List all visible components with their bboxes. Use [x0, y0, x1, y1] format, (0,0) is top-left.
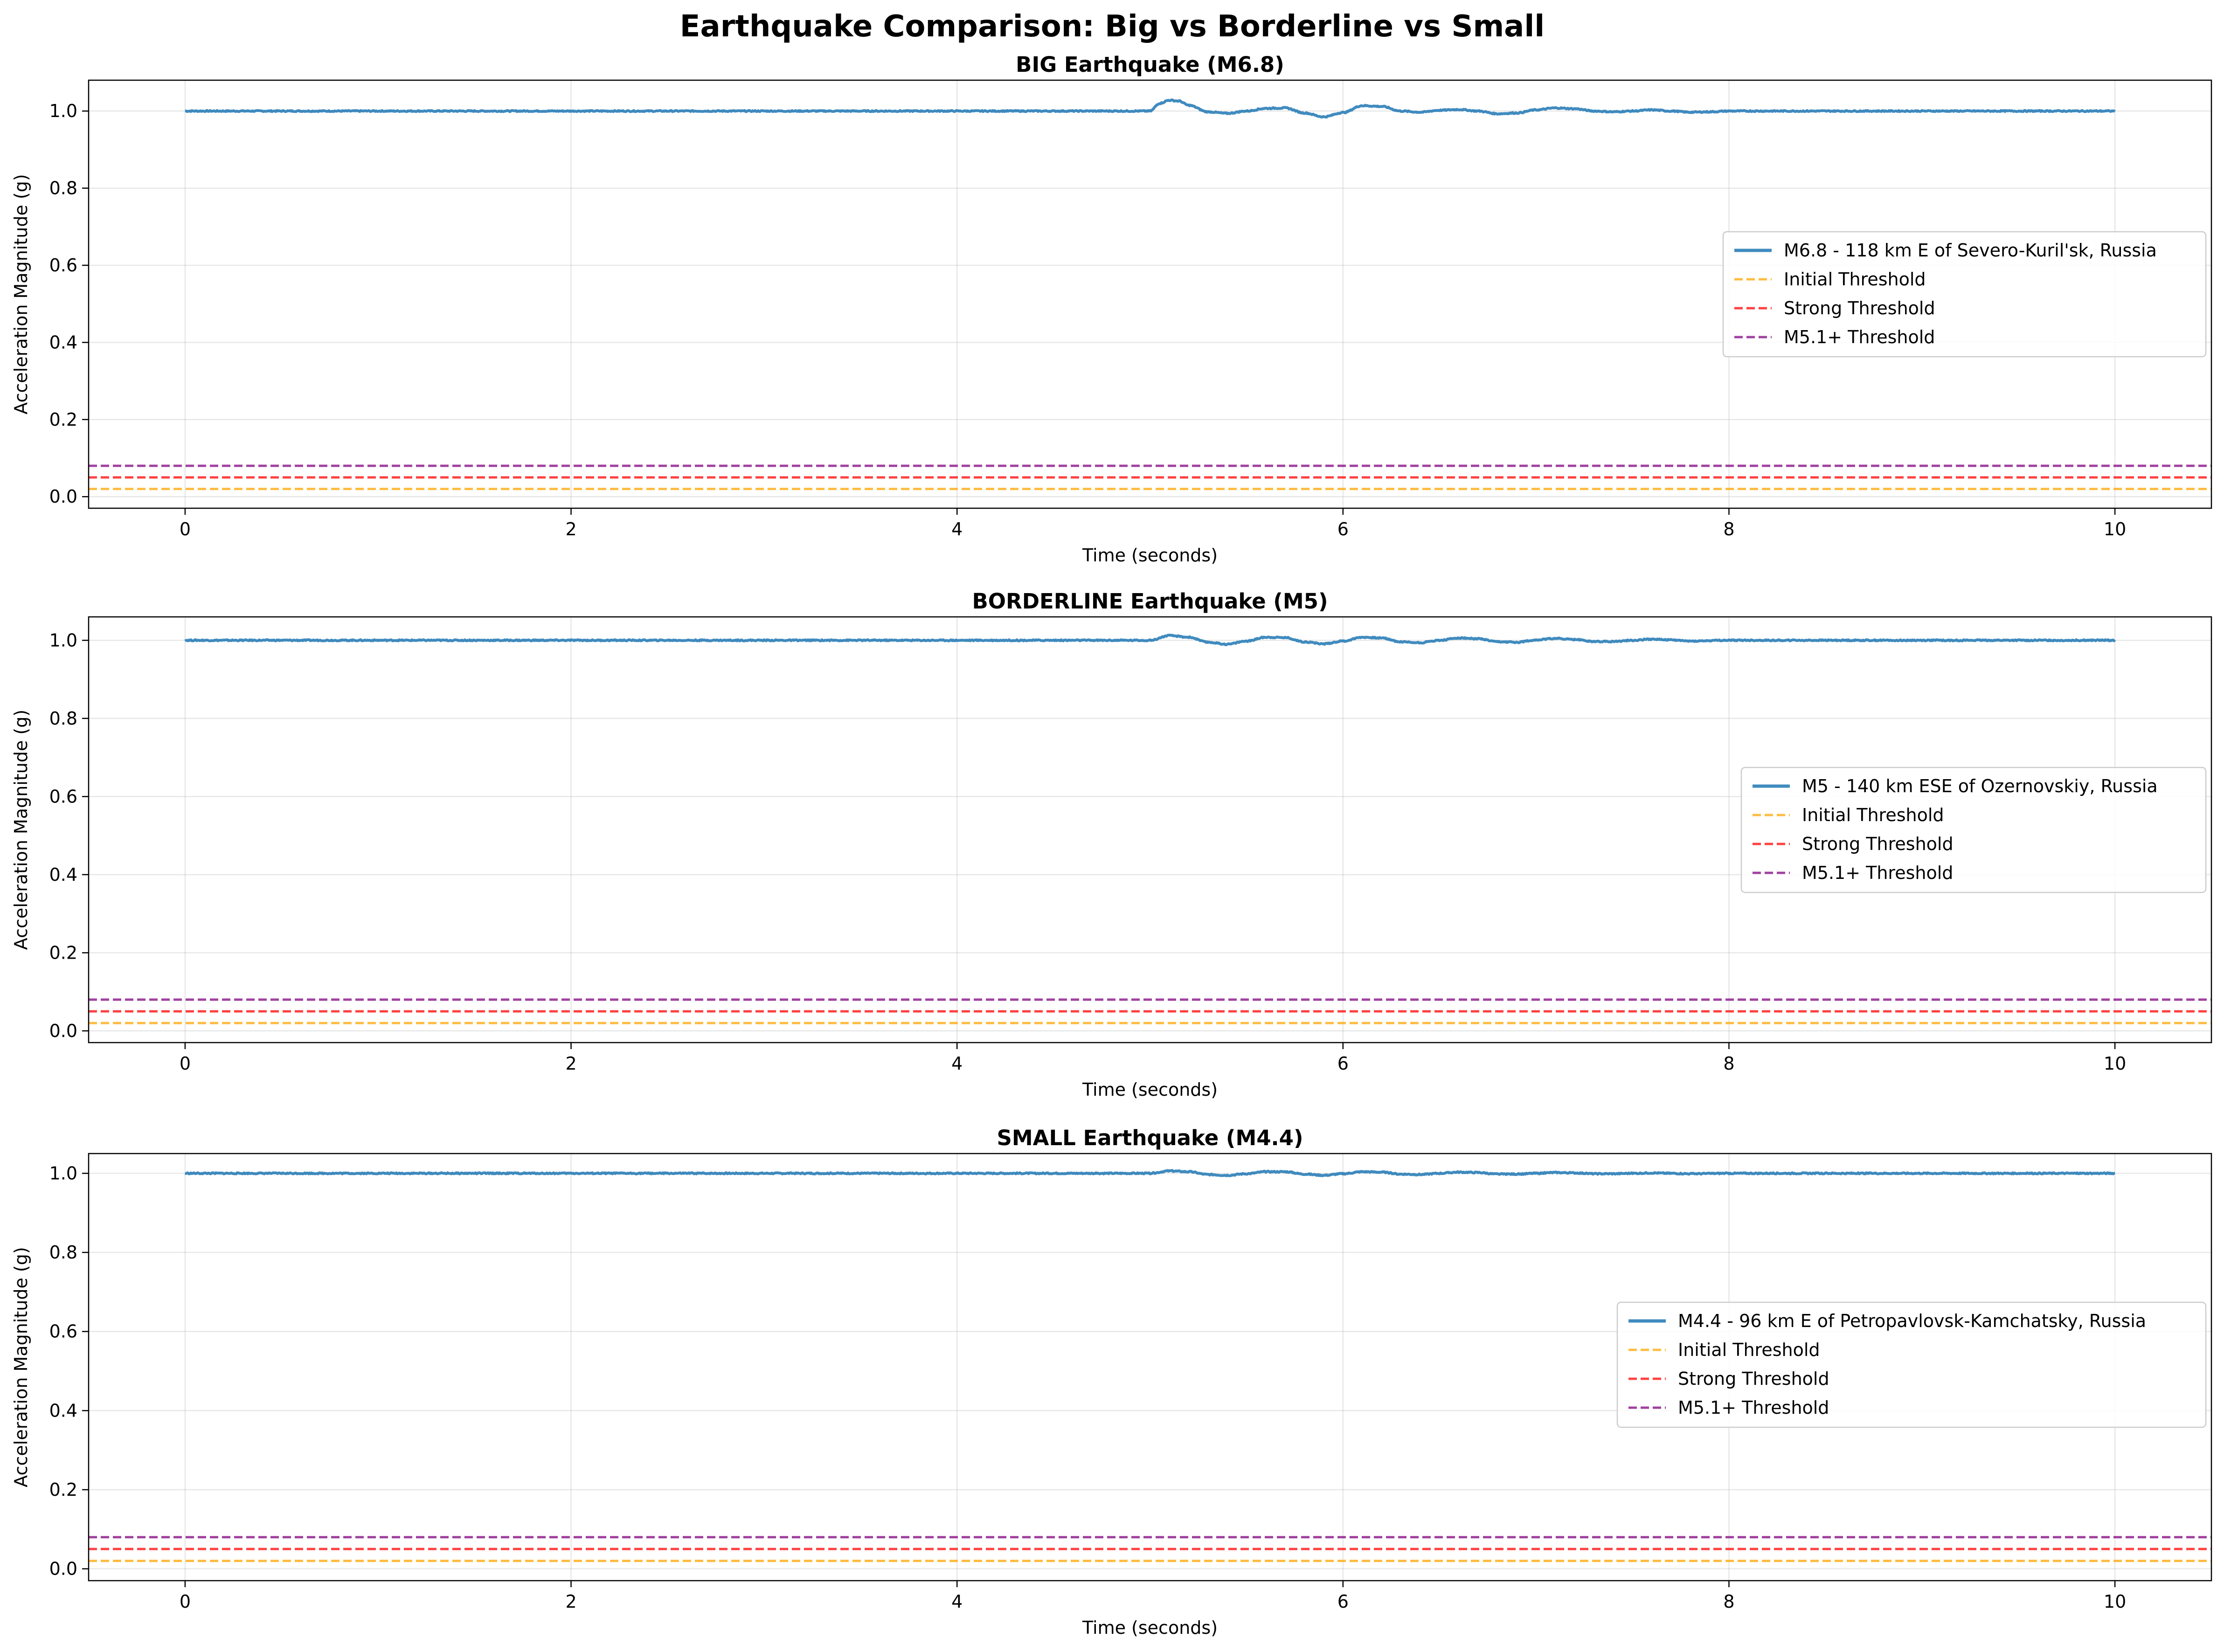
axes-frame	[88, 79, 2212, 509]
x-tick-label: 2	[565, 1591, 576, 1612]
x-tick-label: 8	[1723, 1591, 1734, 1612]
legend-label: M5.1+ Threshold	[1802, 863, 1953, 883]
legend-label: M5.1+ Threshold	[1678, 1397, 1829, 1418]
panel-small-earthquake: SMALL Earthquake (M4.4) Time (seconds) A…	[11, 1126, 2212, 1638]
legend: M6.8 - 118 km E of Severo-Kuril'sk, Russ…	[1722, 231, 2207, 358]
legend-label: Initial Threshold	[1678, 1340, 1820, 1360]
y-tick-label: 0.8	[49, 178, 77, 199]
x-tick-label: 6	[1337, 1591, 1349, 1612]
signal-line	[185, 1169, 2115, 1177]
legend-label: M4.4 - 96 km E of Petropavlovsk-Kamchats…	[1678, 1311, 2146, 1331]
signal-line	[185, 98, 2116, 119]
axes-frame	[88, 616, 2212, 1044]
y-tick-label: 0.6	[49, 255, 77, 276]
x-axis-label: Time (seconds)	[1082, 1617, 1218, 1638]
y-tick-label: 0.4	[49, 864, 77, 885]
x-axis-label: Time (seconds)	[1082, 1079, 1218, 1100]
x-tick-label: 8	[1723, 1053, 1734, 1074]
y-tick-label: 0.0	[49, 1021, 77, 1041]
y-tick-label: 0.8	[49, 708, 77, 729]
legend-box	[1616, 1301, 2207, 1428]
panel-big-earthquake: BIG Earthquake (M6.8) Time (seconds) Acc…	[11, 52, 2212, 566]
x-tick-label: 4	[951, 1053, 963, 1074]
x-tick-label: 0	[180, 519, 191, 539]
y-tick-label: 0.4	[49, 1400, 77, 1421]
x-axis-label: Time (seconds)	[1082, 545, 1218, 566]
y-tick-label: 0.2	[49, 942, 77, 963]
y-tick-label: 0.4	[49, 332, 77, 353]
x-tick-label: 2	[565, 519, 576, 539]
legend-label: M6.8 - 118 km E of Severo-Kuril'sk, Russ…	[1784, 240, 2157, 261]
panel-title: SMALL Earthquake (M4.4)	[997, 1126, 1303, 1150]
y-tick-label: 0.8	[49, 1242, 77, 1263]
legend-box	[1722, 231, 2207, 358]
y-tick-label: 0.6	[49, 786, 77, 807]
x-tick-label: 4	[951, 1591, 963, 1612]
x-tick-label: 0	[180, 1053, 191, 1074]
y-tick-label: 1.0	[49, 1163, 77, 1183]
legend-label: Initial Threshold	[1802, 805, 1944, 825]
y-axis-label: Acceleration Magnitude (g)	[11, 710, 31, 950]
x-tick-label: 10	[2104, 519, 2126, 539]
y-tick-label: 0.0	[49, 486, 77, 507]
legend-label: Strong Threshold	[1802, 834, 1954, 854]
legend-box	[1740, 767, 2207, 893]
y-axis-label: Acceleration Magnitude (g)	[11, 174, 31, 414]
y-tick-label: 0.0	[49, 1559, 77, 1579]
y-tick-label: 0.2	[49, 409, 77, 430]
x-tick-label: 2	[565, 1053, 576, 1074]
x-tick-label: 4	[951, 519, 963, 539]
legend-label: Strong Threshold	[1784, 298, 1935, 318]
signal-line	[184, 634, 2116, 646]
figure-title: Earthquake Comparison: Big vs Borderline…	[680, 9, 1545, 44]
y-tick-label: 1.0	[49, 630, 77, 650]
y-tick-label: 1.0	[49, 101, 77, 121]
axes-frame	[88, 1153, 2212, 1582]
panel-title: BIG Earthquake (M6.8)	[1016, 52, 1284, 77]
legend: M4.4 - 96 km E of Petropavlovsk-Kamchats…	[1616, 1301, 2207, 1428]
legend-label: Strong Threshold	[1678, 1369, 1829, 1389]
legend-label: Initial Threshold	[1784, 269, 1926, 290]
y-tick-label: 0.6	[49, 1321, 77, 1342]
x-tick-label: 6	[1337, 1053, 1349, 1074]
x-tick-label: 0	[180, 1591, 191, 1612]
panel-borderline-earthquake: BORDERLINE Earthquake (M5) Time (seconds…	[11, 589, 2212, 1100]
x-tick-label: 10	[2104, 1591, 2126, 1612]
y-axis-label: Acceleration Magnitude (g)	[11, 1247, 31, 1487]
legend: M5 - 140 km ESE of Ozernovskiy, Russia In…	[1740, 767, 2207, 893]
legend-label: M5.1+ Threshold	[1784, 327, 1935, 347]
x-tick-label: 10	[2104, 1053, 2126, 1074]
y-tick-label: 0.2	[49, 1479, 77, 1500]
panel-title: BORDERLINE Earthquake (M5)	[972, 589, 1328, 614]
legend-label: M5 - 140 km ESE of Ozernovskiy, Russia	[1802, 776, 2158, 796]
x-tick-label: 8	[1723, 519, 1734, 539]
x-tick-label: 6	[1337, 519, 1349, 539]
